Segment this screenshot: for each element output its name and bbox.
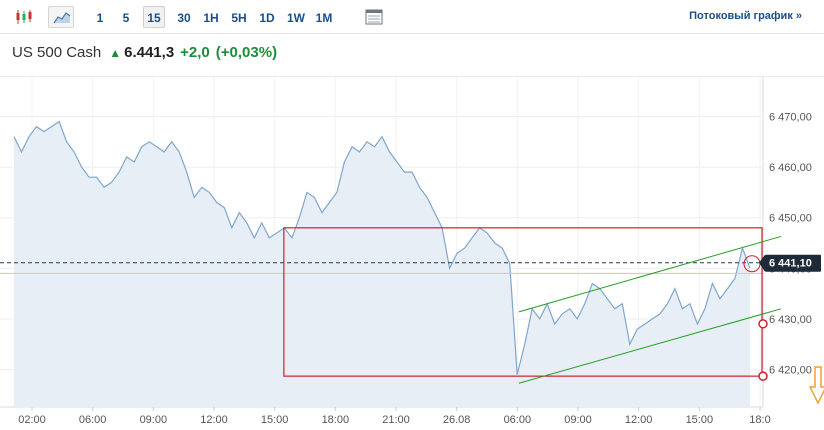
x-tick-label: 12:00 — [200, 414, 228, 426]
candlestick-icon — [16, 10, 32, 24]
price-chart[interactable]: 6 420,006 430,006 440,006 450,006 460,00… — [0, 77, 824, 430]
price-change-percent: (+0,03%) — [215, 44, 278, 61]
range-button-5h[interactable]: 5H — [231, 11, 247, 25]
y-tick-label: 6 450,00 — [769, 213, 812, 225]
x-tick-label: 26.08 — [443, 414, 471, 426]
header-divider — [0, 76, 824, 77]
range-button-1d[interactable]: 1D — [259, 11, 275, 25]
y-tick-label: 6 470,00 — [769, 111, 812, 123]
x-tick-label: 15:00 — [686, 414, 714, 426]
x-tick-label: 15:00 — [261, 414, 289, 426]
range-button-30[interactable]: 30 — [177, 11, 191, 25]
y-tick-label: 6 420,00 — [769, 365, 812, 377]
y-tick-label: 6 430,00 — [769, 314, 812, 326]
quote-header: US 500 Cash ▲ 6.441,3 +2,0 (+0,03%) — [12, 44, 277, 64]
table-view-button[interactable] — [360, 6, 386, 28]
instrument-name: US 500 Cash — [12, 44, 102, 61]
range-button-1[interactable]: 1 — [96, 11, 104, 25]
x-tick-label: 12:00 — [625, 414, 653, 426]
candlestick-chart-button[interactable] — [10, 6, 36, 28]
x-tick-label: 18:0 — [749, 414, 770, 426]
down-arrow-icon — [808, 366, 824, 405]
price-change: +2,0 — [180, 44, 210, 61]
rectangle-handle — [758, 319, 768, 329]
x-tick-label: 06:00 — [79, 414, 107, 426]
table-icon — [365, 9, 383, 25]
y-tick-label: 6 460,00 — [769, 162, 812, 174]
x-tick-label: 06:00 — [504, 414, 532, 426]
drawn-rectangle — [283, 227, 763, 377]
current-price-tag-pointer — [759, 254, 765, 272]
price-line — [13, 120, 751, 375]
x-tick-label: 21:00 — [382, 414, 410, 426]
range-button-1w[interactable]: 1W — [287, 11, 305, 25]
current-price-label: 6 441,10 — [769, 258, 812, 270]
area-chart-button[interactable] — [48, 6, 74, 28]
range-button-5[interactable]: 5 — [122, 11, 130, 25]
range-button-1h[interactable]: 1H — [203, 11, 219, 25]
x-tick-label: 09:00 — [564, 414, 592, 426]
x-tick-label: 02:00 — [18, 414, 46, 426]
area-chart-icon — [53, 12, 71, 24]
x-tick-label: 09:00 — [140, 414, 168, 426]
trend-channel-line — [518, 235, 782, 313]
rectangle-handle — [758, 371, 768, 381]
x-tick-label: 18:00 — [322, 414, 350, 426]
chart-toolbar: 1 5 15 30 1H 5H 1D 1W 1M Потоковый график » — [0, 0, 824, 34]
last-price: 6.441,3 — [124, 44, 175, 61]
current-price-tag — [765, 254, 821, 272]
range-button-1m[interactable]: 1M — [315, 11, 333, 25]
trend-channel-line — [518, 308, 782, 384]
range-button-15[interactable]: 15 — [143, 6, 165, 28]
up-arrow-icon: ▲ — [109, 46, 122, 60]
streaming-chart-link[interactable]: Потоковый график » — [689, 10, 802, 22]
